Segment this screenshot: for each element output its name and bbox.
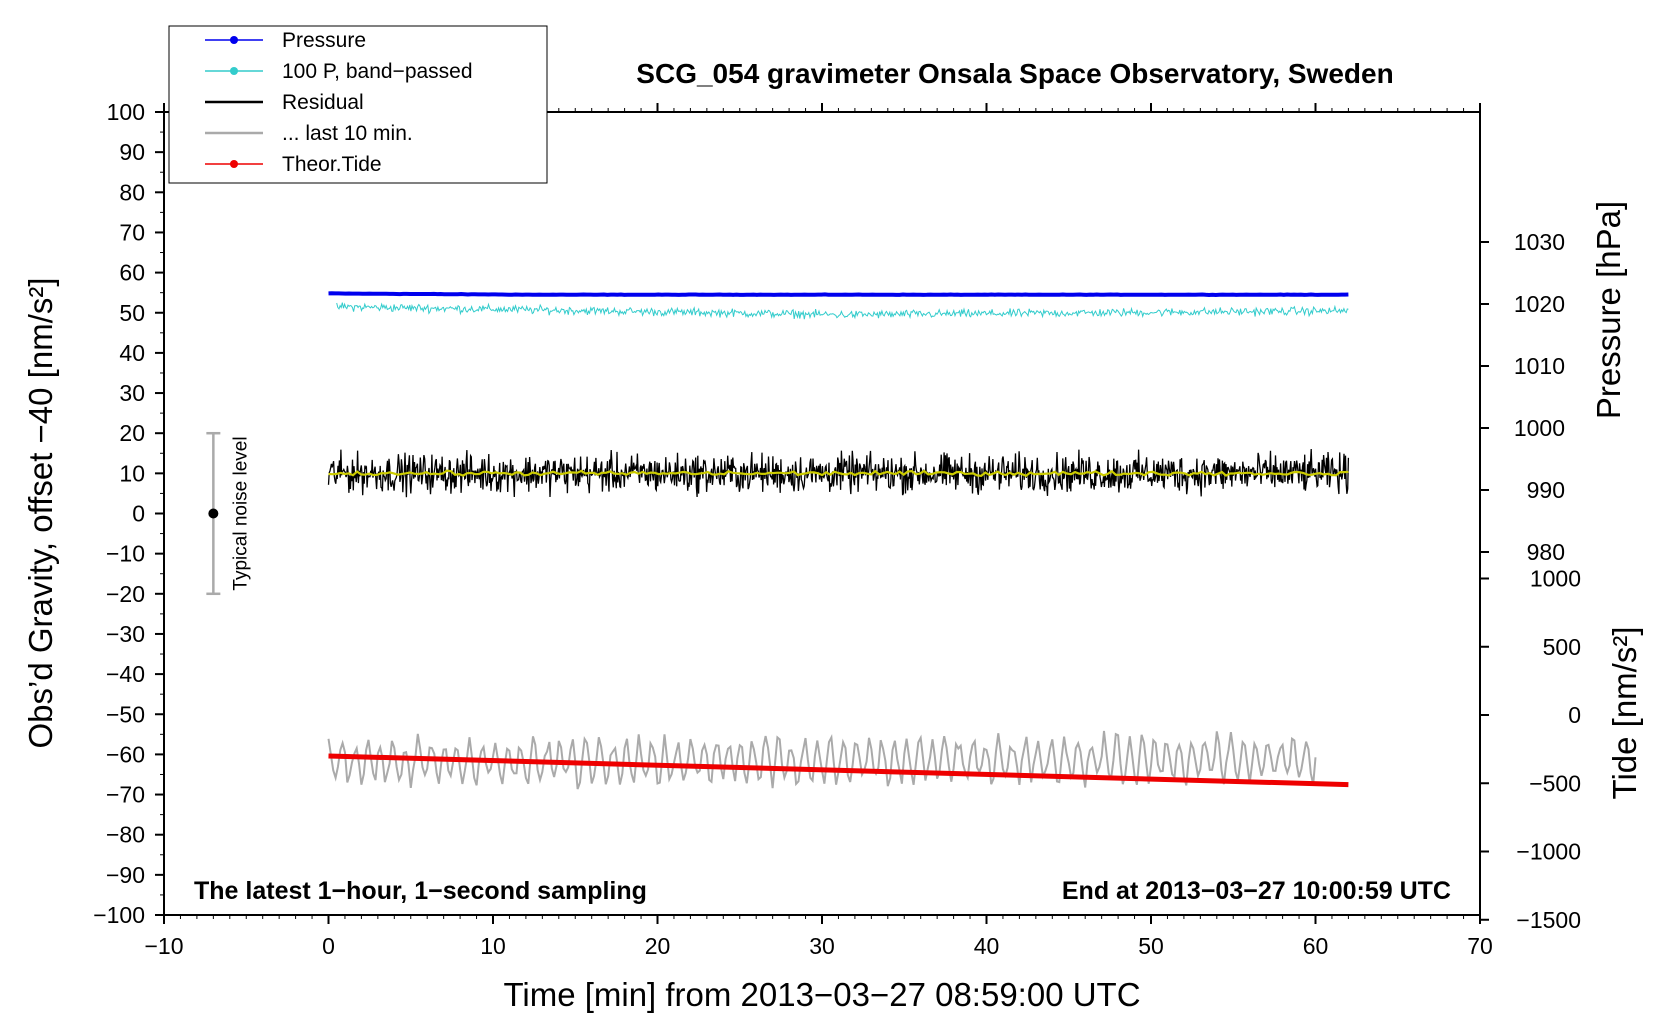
y-left-tick-label: 70 [119,219,145,245]
y-left-tick-label: −70 [106,782,145,808]
y-tide-tick-label: 500 [1543,634,1581,660]
y-left-tick-label: −10 [106,541,145,567]
noise-bar-label: Typical noise level [230,436,251,590]
y-tide-tick-label: −500 [1529,770,1581,796]
plot-frame [163,111,1481,916]
y-left-tick-label: −60 [106,741,145,767]
legend-marker [230,160,238,168]
noise-bar-center-dot [208,508,219,519]
legend-marker [230,67,238,75]
y-axis-left-title: Obs’d Gravity, offset −40 [nm/s²] [22,277,59,748]
y-axis-tide-title: Tide [nm/s²] [1606,627,1643,800]
y-left-tick-label: −90 [106,862,145,888]
x-tick-label: 50 [1138,933,1164,959]
sampling-annotation: The latest 1−hour, 1−second sampling [194,877,647,905]
y-pressure-tick-label: 1020 [1514,291,1565,317]
legend-box [168,25,548,184]
y-left-tick-label: 90 [119,139,145,165]
y-left-tick-label: 100 [107,99,145,125]
chart-title: SCG_054 gravimeter Onsala Space Observat… [636,58,1393,89]
y-pressure-tick-label: 980 [1527,539,1565,565]
y-pressure-tick-label: 1030 [1514,229,1565,255]
legend-label: ... last 10 min. [282,122,413,145]
y-left-tick-label: −100 [93,902,145,928]
y-left-tick-label: 30 [119,380,145,406]
series-band-passed-pressure [336,302,1349,320]
y-pressure-tick-label: 990 [1527,477,1565,503]
data-series [327,291,1350,790]
x-tick-label: 60 [1303,933,1329,959]
legend-label: Residual [282,91,364,114]
y-left-tick-label: −50 [106,701,145,727]
x-tick-label: 40 [974,933,1000,959]
series-residual [327,448,1350,498]
y-left-tick-label: 80 [119,179,145,205]
y-left-tick-label: −40 [106,661,145,687]
legend-marker [230,36,238,44]
x-axis-title: Time [min] from 2013−03−27 08:59:00 UTC [503,976,1140,1013]
y-pressure-tick-label: 1000 [1514,415,1565,441]
y-left-tick-label: −20 [106,581,145,607]
y-axis-pressure-title: Pressure [hPa] [1590,201,1627,419]
x-tick-label: 0 [322,933,335,959]
x-tick-label: 70 [1467,933,1493,959]
y-left-tick-label: 10 [119,460,145,486]
y-left-tick-label: 60 [119,260,145,286]
x-tick-label: 20 [645,933,671,959]
y-left-tick-label: 0 [132,501,145,527]
legend-label: 100 P, band−passed [282,60,473,83]
x-tick-label: −10 [144,933,183,959]
series-pressure [328,291,1349,298]
end-time-annotation: End at 2013−03−27 10:00:59 UTC [1062,877,1451,905]
legend-label: Theor.Tide [282,153,382,176]
y-tide-tick-label: 1000 [1530,566,1581,592]
noise-indicator: Typical noise level [206,431,251,596]
y-left-tick-label: 50 [119,300,145,326]
x-tick-label: 30 [809,933,835,959]
y-pressure-tick-label: 1010 [1514,353,1565,379]
y-tide-tick-label: −1000 [1516,839,1581,865]
series-theor-tide [328,753,1349,788]
y-left-tick-label: −80 [106,822,145,848]
y-left-tick-label: 20 [119,420,145,446]
y-tide-tick-label: 0 [1568,702,1581,728]
axis-ticks: −10 0 10 20 30 40 50 60 70−100−90−80−70−60−50−40… [93,99,1581,959]
y-tide-tick-label: −1500 [1516,907,1581,933]
legend-label: Pressure [282,29,366,52]
legend: Pressure 100 P, band−passed Residual ... la… [168,25,548,184]
y-left-tick-label: 40 [119,340,145,366]
x-tick-label: 10 [480,933,506,959]
series-residual-smoothed [328,469,1349,478]
y-left-tick-label: −30 [106,621,145,647]
